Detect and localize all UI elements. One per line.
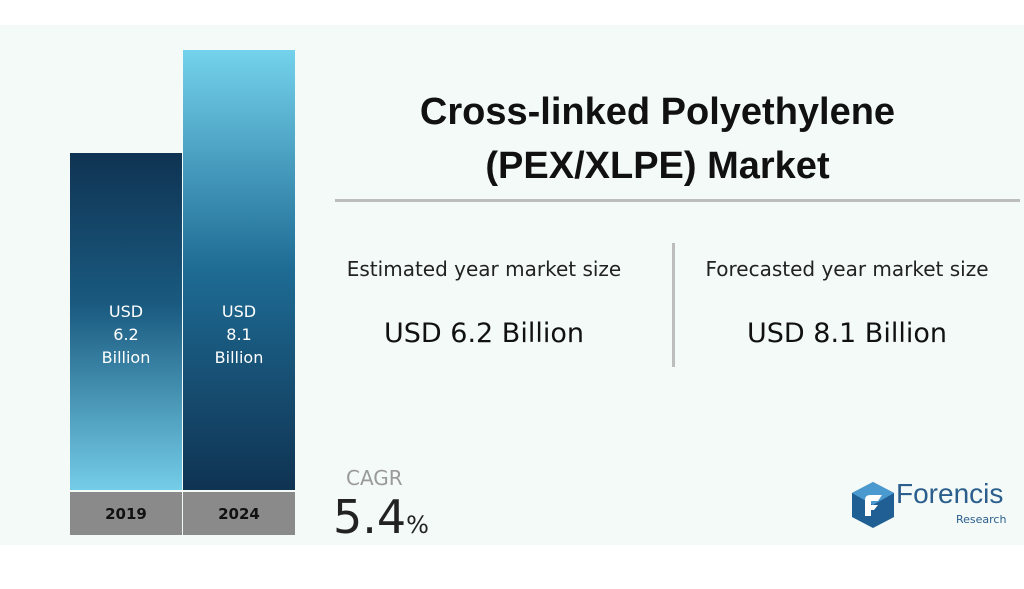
rule — [335, 199, 1020, 202]
category-label: 2024 — [183, 492, 295, 535]
cagr-label: CAGR — [346, 466, 403, 490]
bar-label: USD 8.1 Billion — [214, 302, 264, 367]
cagr: 5.4% — [333, 490, 429, 544]
logo-icon — [852, 482, 894, 528]
logo-tagline: Research — [956, 513, 1007, 526]
stat-value: USD 8.1 Billion — [747, 318, 947, 349]
divider — [672, 243, 675, 367]
stat-value: USD 6.2 Billion — [384, 318, 584, 349]
logo-name: Forencis — [896, 478, 1004, 509]
title: Cross-linked Polyethylene (PEX/XLPE) Mar… — [419, 91, 896, 187]
category-label: 2019 — [70, 492, 182, 535]
bar — [183, 50, 295, 490]
stat-label: Forecasted year market size — [705, 257, 989, 281]
bar-label: USD 6.2 Billion — [101, 302, 151, 367]
cagr-unit: % — [406, 511, 429, 539]
stat-label: Estimated year market size — [346, 257, 622, 281]
cagr-value: 5.4 — [333, 490, 407, 544]
bar — [70, 153, 182, 490]
